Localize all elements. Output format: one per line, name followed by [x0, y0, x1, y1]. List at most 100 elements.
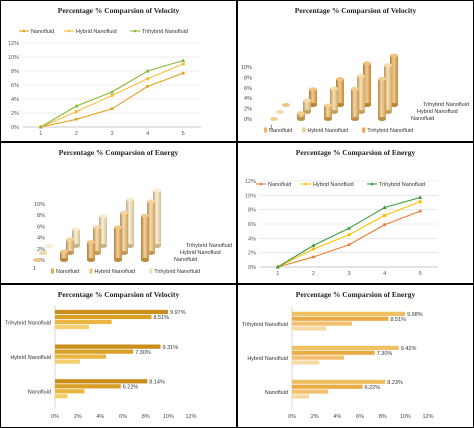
- data-point: [418, 200, 422, 204]
- y-tick-label: 8%: [11, 69, 19, 75]
- data-label: 9.97%: [170, 310, 186, 316]
- y-tick-label: 8%: [244, 75, 252, 81]
- x-tick-label: 3: [110, 131, 113, 137]
- bar: [292, 316, 389, 321]
- x-tick-label: 6%: [356, 414, 364, 420]
- bar-top: [147, 199, 155, 204]
- legend-label: Nanofluid: [31, 29, 54, 35]
- bar: [292, 389, 329, 394]
- y-tick-label: 10%: [245, 193, 256, 199]
- category-label: Trihybrid Nanofluid: [5, 320, 51, 326]
- y-tick-label: 0%: [11, 125, 19, 131]
- bar: [324, 105, 332, 119]
- bar-top: [270, 117, 278, 121]
- data-label: 8.14%: [149, 379, 165, 385]
- bar: [55, 344, 161, 349]
- depth-axis-label: Trihybrid Nanofluid: [186, 243, 232, 249]
- bar-top: [390, 53, 398, 58]
- panel-energy-line: Percentage % Comparsion of Energy 0% 2% 4%…: [237, 142, 474, 284]
- category-label: Hybrid Nanofluid: [247, 356, 288, 362]
- bar-base: [141, 258, 149, 262]
- y-tick-label: 10%: [34, 202, 45, 208]
- data-point: [74, 117, 78, 121]
- legend-swatch: [89, 268, 93, 274]
- data-point: [38, 124, 43, 129]
- bar: [292, 345, 399, 350]
- data-point: [418, 209, 422, 213]
- y-tick-label: 4%: [11, 97, 19, 103]
- bar-base: [60, 258, 68, 262]
- bar-base: [114, 258, 122, 262]
- bar: [55, 324, 89, 330]
- y-tick-label: 0%: [248, 265, 256, 271]
- y-tick-label: 6%: [37, 224, 45, 230]
- x-tick-label: 5: [182, 131, 185, 137]
- bar: [55, 379, 148, 384]
- y-tick-label: 4%: [244, 96, 252, 102]
- bar: [55, 359, 80, 364]
- x-tick-label: 12%: [422, 414, 433, 420]
- y-tick-label: 4%: [37, 236, 45, 242]
- y-tick-label: 0%: [244, 117, 252, 123]
- bar: [55, 384, 121, 389]
- bar: [292, 379, 386, 384]
- chart-title: Percentage % Comparsion of Energy: [58, 148, 179, 157]
- depth-axis-label: Hybrid Nanofluid: [417, 109, 458, 115]
- bar: [357, 76, 365, 112]
- data-label: 7.30%: [377, 351, 393, 357]
- bar-top: [297, 111, 305, 116]
- legend-label: Trihybrid Nanofluid: [142, 29, 188, 35]
- data-point: [146, 77, 150, 81]
- data-point: [110, 94, 114, 97]
- y-tick-label: 4%: [248, 236, 256, 242]
- y-tick-label: 10%: [8, 55, 19, 61]
- bar: [303, 100, 311, 112]
- bar: [55, 394, 68, 399]
- bar: [292, 384, 363, 389]
- data-point: [145, 68, 150, 73]
- bar-base: [378, 117, 386, 121]
- data-point: [347, 226, 351, 230]
- data-point: [418, 195, 423, 199]
- x-tick-label: 8%: [379, 414, 387, 420]
- data-point: [311, 247, 315, 251]
- chart-title: Percentage % Comparsion of Velocity: [57, 290, 180, 299]
- data-point: [347, 233, 351, 237]
- depth-axis-label: Nanofluid: [174, 257, 197, 263]
- data-point: [181, 58, 186, 62]
- bar-top: [153, 188, 161, 193]
- bar: [55, 349, 134, 354]
- y-tick-label: 2%: [248, 251, 256, 257]
- x-tick-label: 5: [419, 271, 422, 277]
- y-tick-label: 2%: [244, 107, 252, 113]
- bar: [147, 201, 155, 253]
- bar: [93, 227, 101, 253]
- legend-label: Hybrid Nanofluid: [313, 182, 354, 188]
- legend-label: Nanofluid: [56, 269, 79, 275]
- bar-top: [303, 98, 311, 103]
- bar: [292, 394, 309, 399]
- data-point: [311, 255, 315, 259]
- bar: [390, 55, 398, 105]
- bar: [87, 242, 95, 260]
- bar-base: [324, 117, 332, 121]
- legend-marker: [259, 182, 263, 186]
- x-tick-label: 4%: [333, 414, 341, 420]
- legend-label: Hybrid Nanofluid: [76, 29, 117, 35]
- data-point: [347, 243, 351, 247]
- bar-top: [72, 227, 80, 232]
- bar: [72, 229, 80, 246]
- data-point: [382, 205, 387, 210]
- y-tick-label: 2%: [11, 111, 19, 117]
- bar-top: [309, 87, 317, 92]
- bar: [66, 239, 74, 253]
- bar-top: [39, 251, 47, 255]
- bar: [292, 360, 320, 365]
- x-tick-label: 1: [276, 271, 279, 277]
- data-point: [181, 71, 185, 75]
- legend-swatch: [362, 127, 366, 133]
- bar-top: [141, 213, 149, 218]
- y-tick-label: 8%: [37, 213, 45, 219]
- data-point: [383, 213, 387, 217]
